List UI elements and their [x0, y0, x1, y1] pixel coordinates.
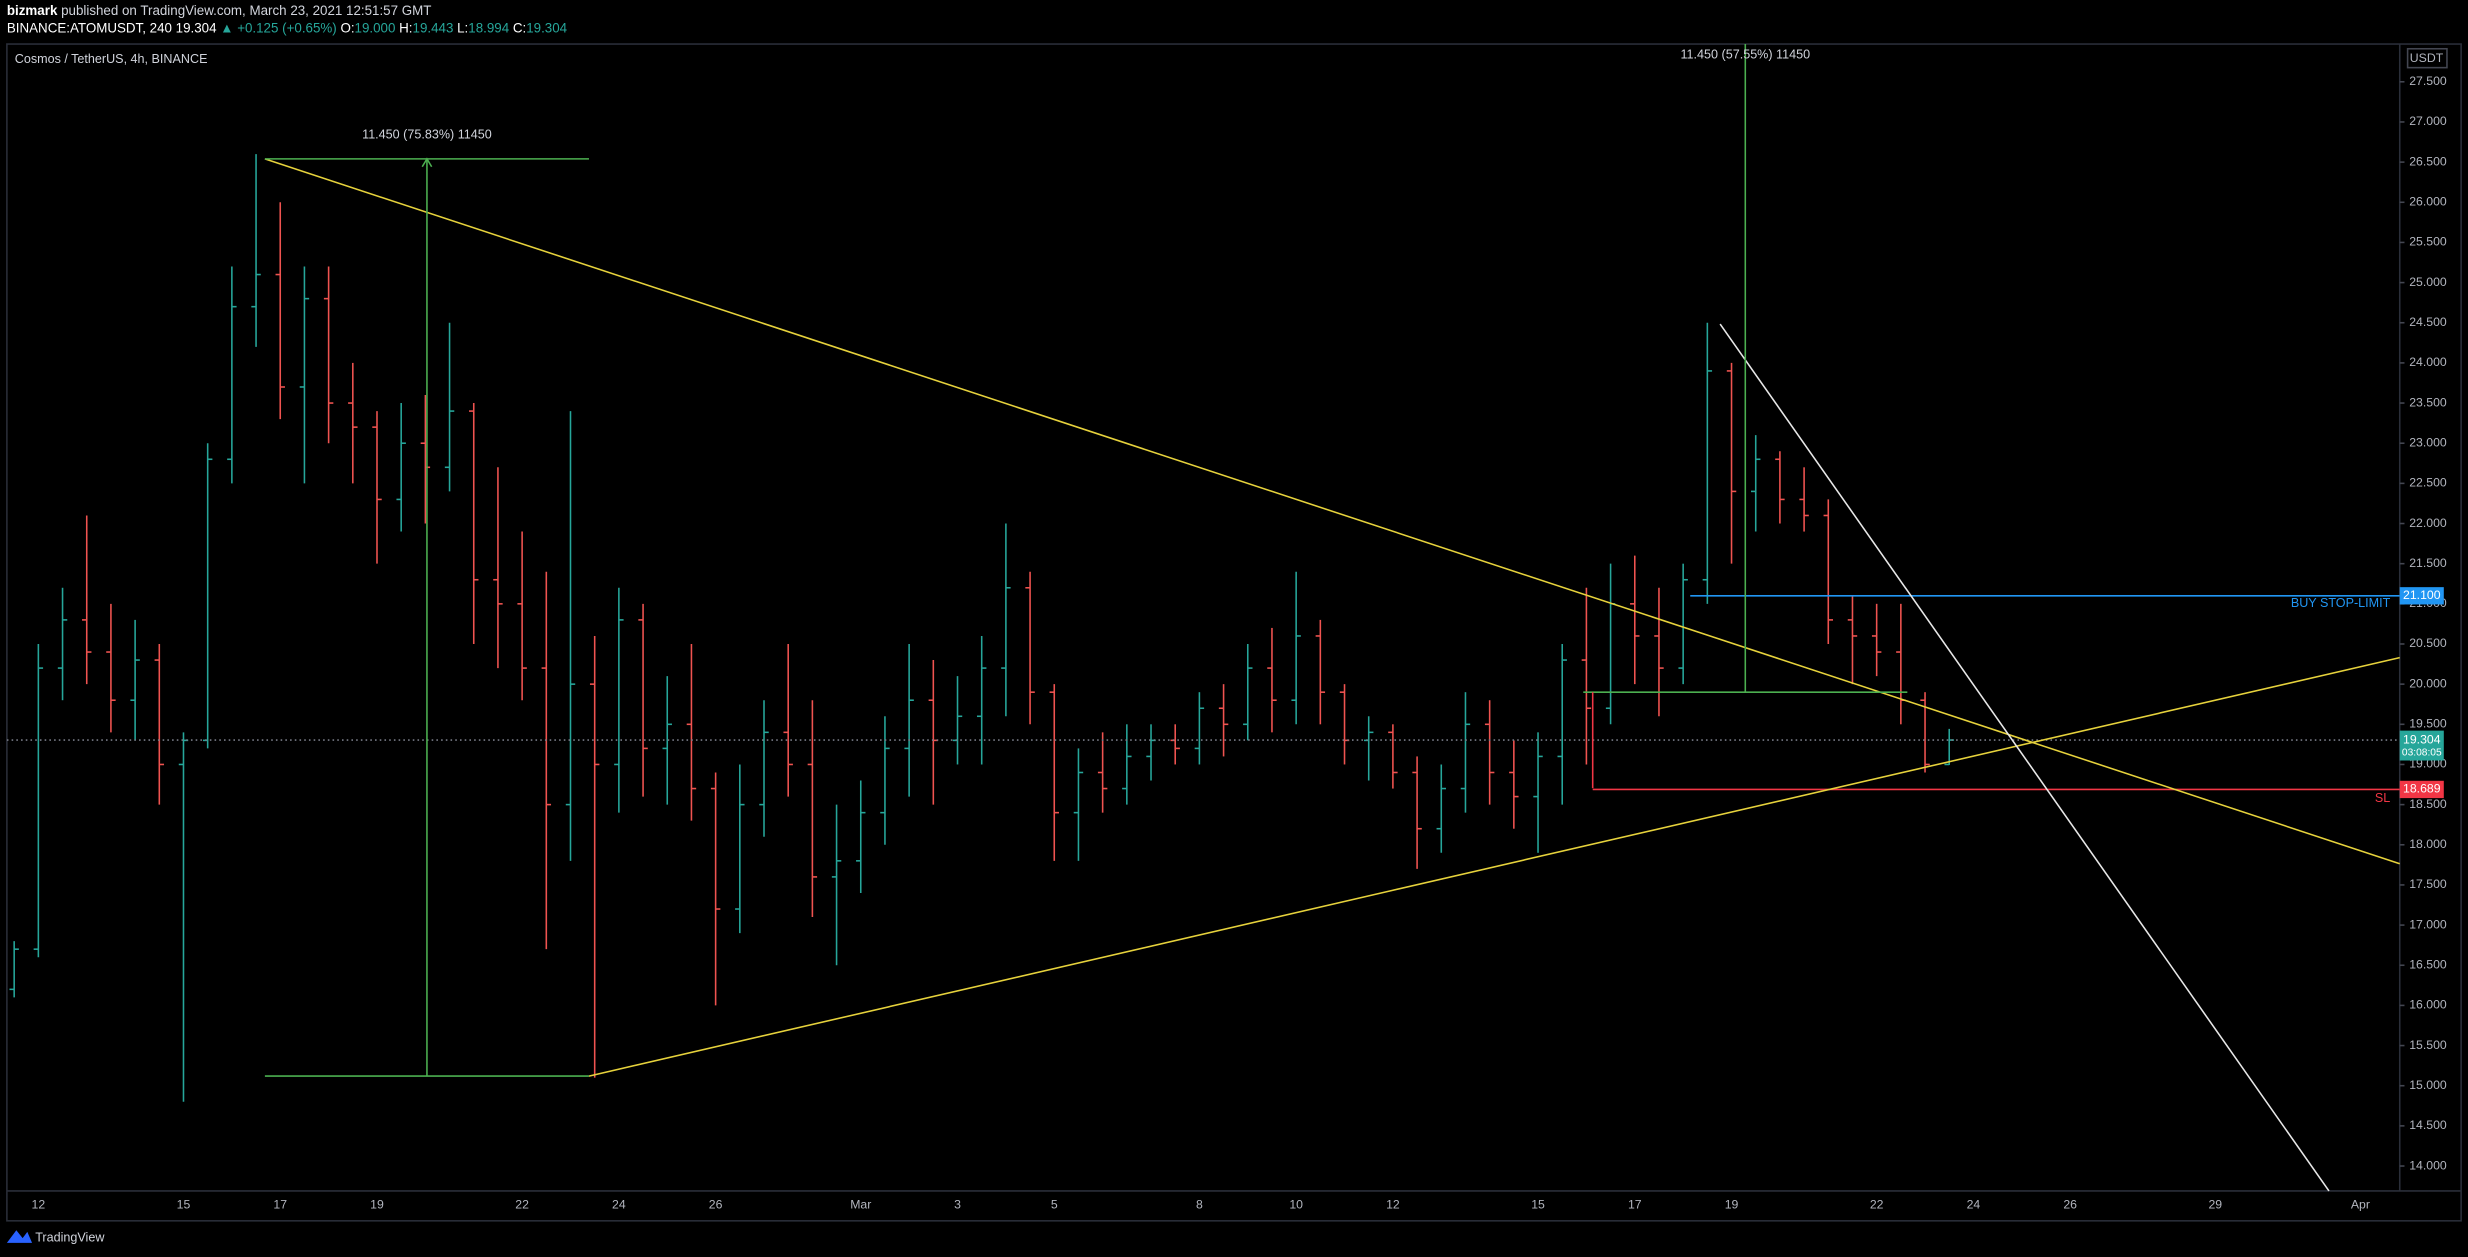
x-tick-label: 5	[1051, 1197, 1058, 1211]
y-tick-label: 25.000	[2409, 275, 2447, 289]
level-box	[2399, 587, 2444, 605]
x-tick-label: 26	[2063, 1197, 2077, 1211]
ohlc-key: L:	[457, 20, 468, 35]
x-tick-label: 26	[709, 1197, 723, 1211]
x-tick-label: 24	[612, 1197, 626, 1211]
currency: USDT	[2410, 51, 2444, 65]
chart-title: Cosmos / TetherUS, 4h, BINANCE	[15, 52, 208, 66]
y-tick-label: 14.500	[2409, 1118, 2447, 1132]
countdown: 03:08:05	[2402, 747, 2442, 758]
ohlc-key: H:	[399, 20, 412, 35]
y-tick-label: 18.000	[2409, 837, 2447, 851]
last: 19.304	[176, 20, 217, 35]
pane-border	[6, 43, 2462, 1222]
x-tick-label: 19	[1725, 1197, 1739, 1211]
symbol-line: BINANCE:ATOMUSDT, 240 19.304 ▲ +0.125 (+…	[7, 20, 568, 35]
y-tick-label: 17.000	[2409, 917, 2447, 931]
x-tick-label: 12	[32, 1197, 46, 1211]
y-tick-label: 26.000	[2409, 195, 2447, 209]
x-tick-label: 29	[2208, 1197, 2222, 1211]
y-tick-label: 18.500	[2409, 797, 2447, 811]
author: bizmark	[7, 3, 58, 18]
y-tick-label: 24.500	[2409, 315, 2447, 329]
y-tick-label: 22.000	[2409, 516, 2447, 530]
y-tick-label: 20.500	[2409, 636, 2447, 650]
measure-arrow	[421, 157, 433, 168]
x-tick-label: Mar	[850, 1197, 871, 1211]
x-tick-label: 24	[1967, 1197, 1981, 1211]
x-tick-label: 19	[370, 1197, 384, 1211]
y-tick-label: 25.500	[2409, 235, 2447, 249]
x-tick-label: 22	[515, 1197, 529, 1211]
x-tick-label: 15	[177, 1197, 191, 1211]
y-tick-label: 22.500	[2409, 476, 2447, 490]
y-tick-label: 24.000	[2409, 355, 2447, 369]
x-tick-label: 12	[1386, 1197, 1400, 1211]
trend-line	[264, 158, 2401, 865]
x-tick-label: 15	[1531, 1197, 1545, 1211]
ohlc-value: 18.994	[468, 20, 509, 35]
x-tick-label: Apr	[2351, 1197, 2370, 1211]
x-tick-label: 3	[954, 1197, 961, 1211]
header-line: bizmark published on TradingView.com, Ma…	[7, 3, 432, 18]
currency-box	[2406, 47, 2448, 69]
level-label: 21.100	[2403, 588, 2441, 602]
last-price-box	[2399, 730, 2444, 761]
y-tick-label: 27.500	[2409, 74, 2447, 88]
annotation: 11.450 (57.55%) 11450	[1680, 47, 1810, 61]
marks: 14.000 14.500 15.000 15.500 16.000 16.500 17.0…	[6, 74, 2447, 1211]
level-label: 18.689	[2403, 782, 2441, 796]
last-price-label: 19.304	[2403, 732, 2441, 746]
x-tick-label: 10	[1289, 1197, 1303, 1211]
level-name: BUY STOP-LIMIT	[2291, 596, 2391, 610]
trend-line	[1719, 323, 2330, 1192]
ohlc-key: C:	[513, 20, 526, 35]
drawings	[264, 44, 2401, 1192]
y-tick-label: 26.500	[2409, 154, 2447, 168]
y-tick-label: 16.000	[2409, 998, 2447, 1012]
y-tick-label: 21.500	[2409, 556, 2447, 570]
published: published on TradingView.com, March 23, …	[61, 3, 431, 18]
x-tick-label: 22	[1870, 1197, 1884, 1211]
x-tick-label: 17	[1628, 1197, 1642, 1211]
x-tick-label: 8	[1196, 1197, 1203, 1211]
y-tick-label: 27.000	[2409, 114, 2447, 128]
y-tick-label: 20.000	[2409, 676, 2447, 690]
trend-line	[588, 656, 2400, 1077]
ohlc-value: 19.304	[526, 20, 567, 35]
ohlc-value: 19.443	[413, 20, 454, 35]
x-tick-label: 17	[273, 1197, 287, 1211]
y-tick-label: 16.500	[2409, 957, 2447, 971]
y-tick-label: 19.500	[2409, 717, 2447, 731]
y-tick-label: 14.000	[2409, 1158, 2447, 1172]
level-box	[2399, 780, 2444, 799]
y-tick-label: 15.500	[2409, 1038, 2447, 1052]
change: ▲ +0.125 (+0.65%)	[220, 20, 336, 35]
y-tick-label: 23.000	[2409, 435, 2447, 449]
ohlc-value: 19.000	[355, 20, 396, 35]
y-tick-label: 15.000	[2409, 1078, 2447, 1092]
logo	[6, 1230, 33, 1243]
annotation: 11.450 (75.83%) 11450	[362, 128, 492, 142]
y-tick-label: 17.500	[2409, 877, 2447, 891]
brand-name: TradingView	[35, 1230, 105, 1244]
level-name: SL	[2375, 791, 2390, 805]
y-tick-label: 23.500	[2409, 395, 2447, 409]
ohlc-key: O:	[340, 20, 354, 35]
symbol: BINANCE:ATOMUSDT, 240	[7, 20, 172, 35]
brand: TradingView	[6, 1230, 105, 1244]
